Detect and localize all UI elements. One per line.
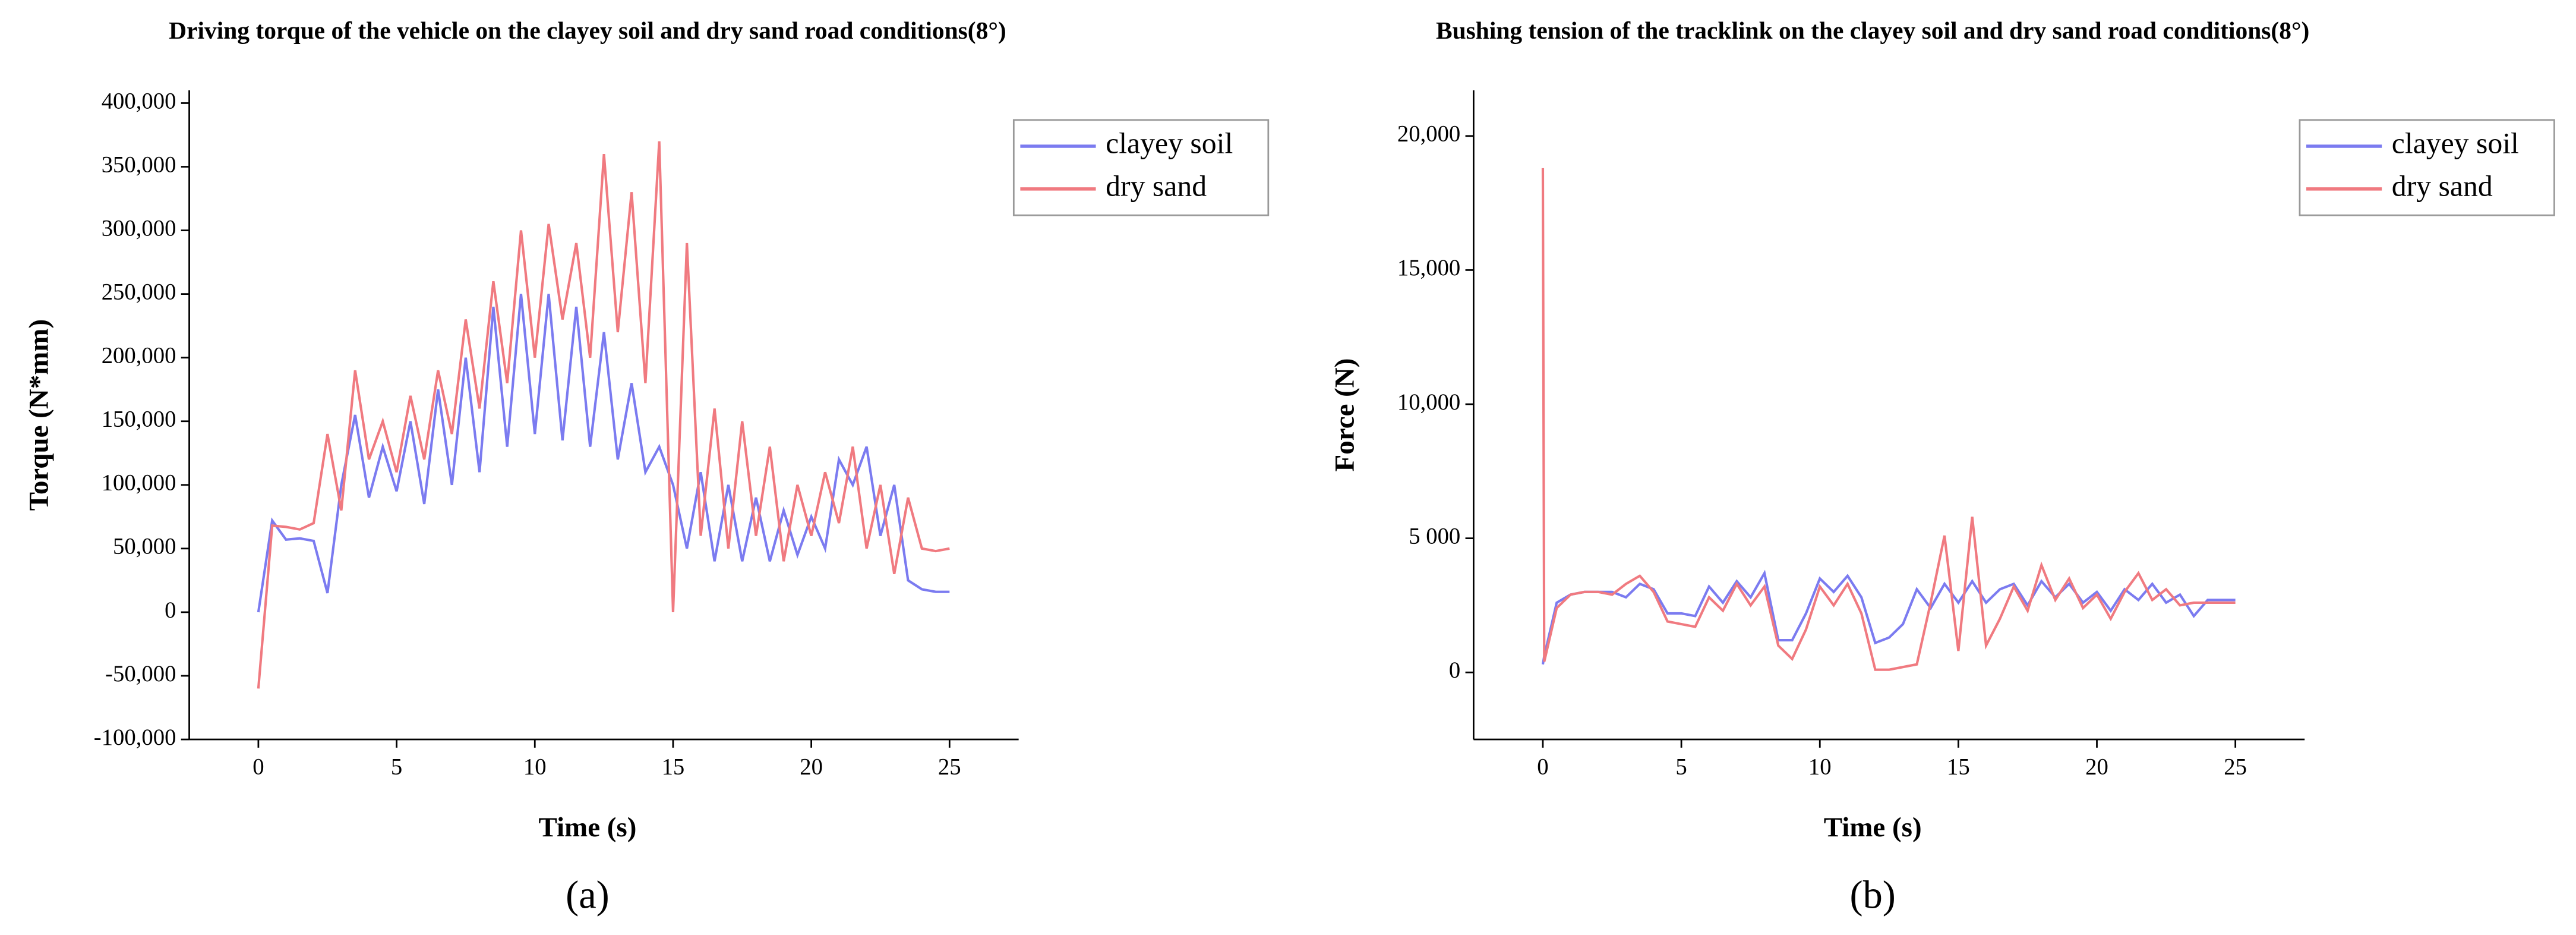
legend-box bbox=[1012, 119, 1270, 216]
y-tick-label: 300,000 bbox=[102, 216, 176, 241]
y-axis-label: Torque (N*mm) bbox=[24, 319, 55, 511]
x-tick-label: 5 bbox=[391, 755, 402, 780]
y-tick-label: 350,000 bbox=[102, 152, 176, 177]
y-tick-label: 20,000 bbox=[1397, 122, 1460, 147]
y-tick-label: 0 bbox=[165, 598, 176, 623]
data-line bbox=[257, 141, 950, 689]
caption: (a) bbox=[566, 873, 610, 917]
chart-title: Driving torque of the vehicle on the cla… bbox=[169, 17, 1006, 45]
y-tick-label: 5 000 bbox=[1409, 524, 1460, 549]
x-tick-label: 0 bbox=[252, 755, 264, 780]
x-tick-label: 20 bbox=[2085, 755, 2108, 780]
legend-label: clayey soil bbox=[2392, 127, 2519, 159]
y-tick-label: 150,000 bbox=[102, 407, 176, 432]
y-tick-label: -100,000 bbox=[94, 725, 176, 750]
x-tick-label: 10 bbox=[1808, 755, 1832, 780]
y-tick-label: 10,000 bbox=[1397, 390, 1460, 415]
data-line bbox=[257, 294, 950, 613]
x-axis-label: Time (s) bbox=[1824, 812, 1922, 843]
data-line bbox=[1541, 569, 2236, 665]
legend-label: dry sand bbox=[2392, 169, 2493, 202]
x-axis-label: Time (s) bbox=[539, 812, 637, 843]
data-line bbox=[1541, 168, 2236, 671]
chart-title: Bushing tension of the tracklink on the … bbox=[1436, 17, 2309, 45]
y-tick-label: 0 bbox=[1449, 658, 1460, 683]
x-tick-label: 15 bbox=[1947, 755, 1970, 780]
caption: (b) bbox=[1849, 873, 1895, 917]
y-tick-label: 50,000 bbox=[113, 534, 176, 559]
x-tick-label: 10 bbox=[523, 755, 547, 780]
x-tick-label: 5 bbox=[1675, 755, 1687, 780]
x-tick-label: 25 bbox=[2224, 755, 2247, 780]
legend-label: clayey soil bbox=[1106, 127, 1233, 159]
y-tick-label: 250,000 bbox=[102, 280, 176, 305]
y-tick-label: -50,000 bbox=[105, 662, 176, 687]
x-tick-label: 15 bbox=[662, 755, 685, 780]
y-tick-label: 100,000 bbox=[102, 471, 176, 496]
y-axis-label: Force (N) bbox=[1329, 358, 1360, 472]
y-tick-label: 400,000 bbox=[102, 89, 176, 114]
x-tick-label: 20 bbox=[800, 755, 823, 780]
x-tick-label: 25 bbox=[938, 755, 961, 780]
y-tick-label: 200,000 bbox=[102, 344, 176, 369]
legend-box bbox=[2299, 119, 2555, 216]
legend-label: dry sand bbox=[1106, 169, 1207, 202]
x-tick-label: 0 bbox=[1537, 755, 1548, 780]
y-tick-label: 15,000 bbox=[1397, 256, 1460, 281]
